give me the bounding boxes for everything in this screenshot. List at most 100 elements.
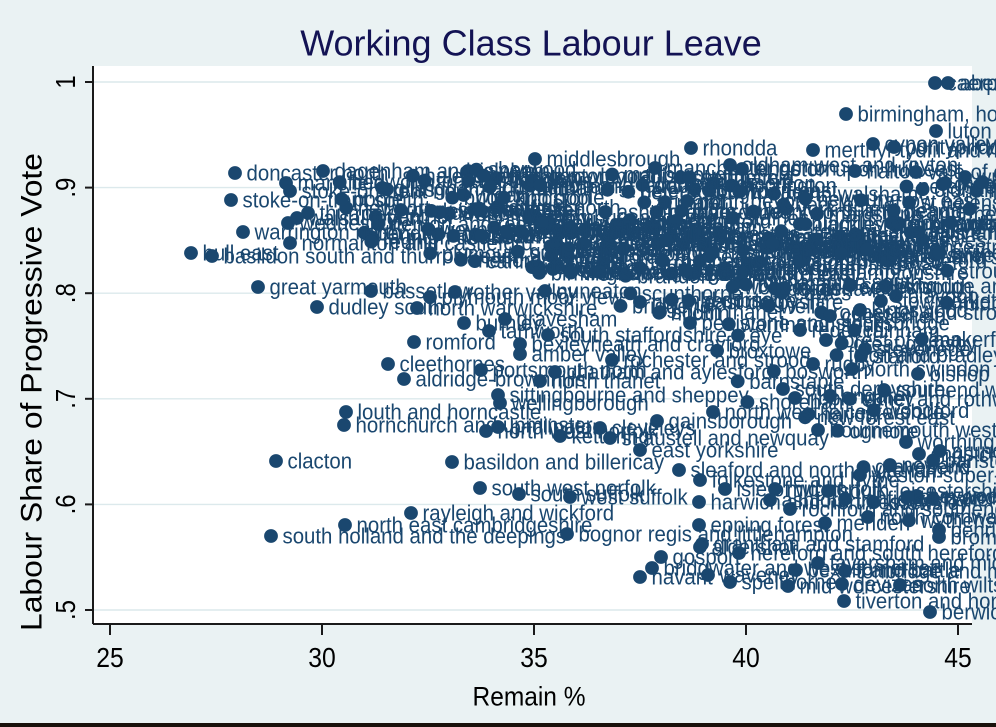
svg-text:bishop auckland: bishop auckland (930, 362, 996, 387)
svg-text:rother valley: rother valley (467, 280, 579, 305)
svg-text:hendon: hendon (905, 198, 973, 223)
svg-text:newport: newport (358, 195, 431, 220)
svg-text:portsmouth north: portsmouth north (493, 358, 647, 383)
svg-text:25: 25 (96, 642, 124, 673)
svg-text:hornchurch and upminster: hornchurch and upminster (356, 413, 593, 438)
svg-text:mid worcestershire: mid worcestershire (800, 574, 971, 599)
svg-text:great yarmouth: great yarmouth (270, 275, 407, 300)
svg-text:east yorkshire: east yorkshire (652, 438, 779, 463)
svg-text:.6: .6 (50, 494, 81, 514)
svg-text:blyth valley: blyth valley (693, 199, 795, 224)
svg-text:south northamptonshire: south northamptonshire (754, 260, 968, 285)
svg-text:mid derbyshire: mid derbyshire (582, 215, 716, 240)
svg-text:north swindon: north swindon (864, 357, 991, 382)
svg-text:burnley: burnley (476, 311, 544, 336)
svg-text:dewsbury: dewsbury (451, 200, 539, 225)
svg-text:fareham: fareham (821, 238, 896, 263)
svg-text:stoke-on-trent north: stoke-on-trent north (302, 179, 480, 204)
svg-text:north east cambridgeshire: north east cambridgeshire (357, 513, 593, 538)
svg-text:south suffolk: south suffolk (531, 482, 646, 507)
svg-text:wakefield: wakefield (682, 261, 768, 286)
svg-text:redhill: redhill (383, 229, 437, 254)
svg-text:stowmarket: stowmarket (892, 289, 996, 314)
svg-text:boston: boston (994, 170, 996, 195)
svg-text:40: 40 (732, 642, 760, 673)
svg-text:walsall north: walsall north (308, 206, 422, 231)
svg-text:chichester: chichester (487, 197, 580, 222)
svg-text:haltemprice and howden: haltemprice and howden (945, 487, 996, 512)
svg-text:ilkeston: ilkeston (988, 178, 996, 203)
svg-text:arundel and south downs: arundel and south downs (951, 439, 996, 464)
svg-text:tonbridge and malling: tonbridge and malling (857, 559, 996, 584)
svg-text:ogmore: ogmore (849, 418, 918, 443)
svg-text:knowsley: knowsley (885, 490, 970, 515)
svg-text:aberavon: aberavon (960, 71, 996, 96)
svg-text:rugby: rugby (825, 352, 877, 377)
svg-text:pendle: pendle (376, 220, 437, 245)
svg-text:Remain %: Remain % (473, 682, 586, 712)
svg-text:billericay: billericay (757, 272, 837, 297)
svg-text:bembridge: bembridge (700, 288, 796, 313)
svg-text:haslemere: haslemere (724, 240, 819, 265)
svg-text:leigh: leigh (796, 276, 839, 301)
svg-text:caterham: caterham (793, 219, 878, 244)
svg-text:warrington south: warrington south (739, 312, 891, 337)
svg-text:north wiltshire: north wiltshire (912, 573, 996, 598)
svg-text:stafford: stafford (873, 344, 941, 369)
svg-text:midhurst: midhurst (958, 290, 996, 315)
svg-text:southend west: southend west (896, 378, 996, 403)
svg-text:north devon: north devon (699, 189, 807, 214)
svg-text:doncaster north: doncaster north (247, 161, 389, 186)
svg-text:needham: needham (544, 255, 629, 280)
svg-text:birmingham, hodge hill: birmingham, hodge hill (858, 102, 996, 127)
svg-text:hereford and south herefordshi: hereford and south herefordshire (751, 541, 996, 566)
svg-text:south dorset: south dorset (553, 211, 666, 236)
svg-text:sittingbourne and sheppey: sittingbourne and sheppey (510, 383, 750, 408)
svg-text:.9: .9 (50, 178, 81, 198)
svg-text:west suffolk: west suffolk (581, 485, 689, 510)
svg-text:truro and falmouth: truro and falmouth (552, 173, 718, 198)
svg-text:faversham and mid kent: faversham and mid kent (830, 551, 996, 576)
svg-text:swindon south: swindon south (951, 240, 996, 265)
svg-text:chatham and aylesford: chatham and aylesford (567, 360, 773, 385)
svg-text:bexhill and battle: bexhill and battle (808, 558, 961, 583)
svg-text:bolton north east: bolton north east (569, 218, 722, 243)
svg-text:don valley: don valley (654, 173, 747, 198)
svg-text:woodford: woodford (884, 398, 969, 423)
svg-text:normanton and castleford: normanton and castleford (302, 231, 533, 256)
svg-text:30: 30 (308, 642, 336, 673)
svg-text:battle: battle (595, 231, 645, 256)
svg-text:havant: havant (652, 565, 714, 590)
svg-text:hastings and rye: hastings and rye (584, 220, 734, 245)
svg-text:south west norfolk: south west norfolk (492, 476, 657, 501)
svg-text:gravesham: gravesham (517, 307, 618, 332)
svg-text:manchester gorton: manchester gorton (667, 156, 837, 181)
svg-text:south staffordshire: south staffordshire (560, 323, 728, 348)
svg-text:.7: .7 (50, 389, 81, 409)
svg-text:clacton: clacton (288, 449, 353, 474)
svg-text:45: 45 (944, 642, 972, 673)
svg-text:rayleigh and wickford: rayleigh and wickford (423, 501, 615, 526)
svg-text:stoke-on-trent south: stoke-on-trent south (243, 188, 424, 213)
svg-text:stroud: stroud (959, 258, 996, 283)
svg-text:south leicestershire: south leicestershire (840, 479, 996, 504)
svg-text:north warwickshire: north warwickshire (429, 296, 598, 321)
svg-text:dover: dover (878, 237, 929, 262)
svg-text:dagenham and rainham: dagenham and rainham (335, 159, 551, 184)
svg-text:bognor regis and littlehampton: bognor regis and littlehampton (579, 522, 854, 547)
svg-text:north west norfolk: north west norfolk (498, 419, 660, 444)
svg-text:devizes: devizes (854, 572, 923, 597)
svg-text:north cornwall: north cornwall (880, 505, 996, 530)
svg-text:littlehampton: littlehampton (636, 214, 752, 239)
svg-text:35: 35 (520, 642, 548, 673)
svg-text:blackpool north: blackpool north (577, 237, 715, 262)
svg-text:berwick-upon-tweed: berwick-upon-tweed (942, 600, 996, 625)
svg-text:st helens south: st helens south (619, 177, 756, 202)
svg-text:aylsham: aylsham (981, 197, 996, 222)
svg-text:ongar: ongar (842, 383, 895, 408)
svg-text:charnwood: charnwood (698, 258, 798, 283)
svg-text:luton north: luton north (948, 119, 996, 144)
svg-text:worthing west: worthing west (917, 430, 996, 455)
svg-text:erewash: erewash (519, 219, 596, 244)
svg-text:gainsborough: gainsborough (669, 409, 793, 434)
